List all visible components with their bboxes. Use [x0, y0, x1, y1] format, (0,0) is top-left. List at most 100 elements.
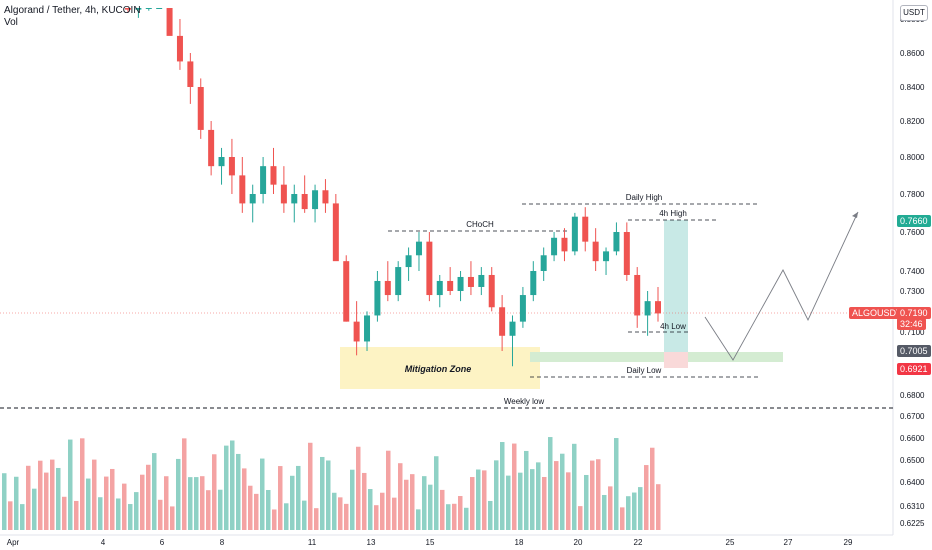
volume-bar	[14, 476, 19, 530]
volume-bar	[422, 476, 427, 530]
volume-bar	[554, 461, 559, 530]
volume-bar	[74, 500, 79, 530]
volume-bar	[392, 497, 397, 530]
candle-body	[582, 216, 589, 242]
volume-bar	[614, 438, 619, 530]
candle-body	[415, 241, 422, 256]
time-tick-label: 6	[160, 538, 165, 547]
price-tick-label: 0.6225	[900, 519, 925, 528]
candle-body	[145, 8, 152, 9]
volume-bar	[92, 459, 97, 530]
volume-bar	[68, 439, 73, 530]
candle-body	[197, 87, 204, 130]
candle-body	[166, 8, 173, 36]
last-price-tag: 0.7190	[897, 307, 931, 319]
volume-bar	[380, 492, 385, 530]
volume-bar	[50, 459, 55, 530]
projection-path	[704, 211, 859, 361]
candle-body	[592, 241, 599, 262]
volume-bar	[464, 507, 469, 530]
price-tick-label: 0.7800	[900, 190, 925, 199]
volume-bar	[26, 465, 31, 530]
volume-bar	[482, 470, 487, 530]
candle-body	[603, 251, 610, 262]
time-axis: Apr 4 6 8 11 13 15 18 20 22 25 27 29	[7, 538, 853, 547]
volume-bar	[332, 492, 337, 530]
take-profit-box	[664, 220, 688, 352]
time-tick-label: 8	[220, 538, 225, 547]
candle-body	[135, 8, 142, 10]
volume-bar	[248, 485, 253, 530]
volume-bar	[326, 460, 331, 530]
volume-bar	[38, 460, 43, 530]
volume-bar	[596, 459, 601, 530]
price-tick-label: 0.6700	[900, 412, 925, 421]
volume-bar	[296, 465, 301, 530]
volume-bar	[158, 499, 163, 530]
currency-button[interactable]: USDT	[900, 5, 928, 21]
volume-bar	[314, 508, 319, 530]
chart-title: Algorand / Tether, 4h, KUCOIN	[4, 5, 141, 16]
volume-bar	[110, 468, 115, 530]
volume-bar	[32, 488, 37, 530]
volume-bar	[164, 476, 169, 530]
volume-bar	[176, 458, 181, 530]
price-tick-label: 0.8000	[900, 153, 925, 162]
time-tick-label: 15	[426, 538, 435, 547]
price-tick-label: 0.6500	[900, 456, 925, 465]
volume-bar	[218, 489, 223, 530]
volume-bar	[542, 476, 547, 530]
volume-bar	[602, 494, 607, 530]
4h-low-label: 4h Low	[660, 322, 686, 331]
time-tick-label: 11	[308, 538, 317, 547]
time-tick-label: 4	[101, 538, 106, 547]
volume-bar	[566, 472, 571, 530]
volume-bar	[182, 438, 187, 530]
volume-bar	[536, 462, 541, 530]
volume-bar	[470, 477, 475, 530]
4h-high-label: 4h High	[659, 209, 687, 218]
candle-body	[343, 261, 350, 322]
candle-body	[405, 255, 412, 268]
candle-body	[623, 232, 630, 275]
volume-bar	[656, 484, 661, 530]
volume-bar	[500, 442, 505, 530]
volume-bar	[170, 506, 175, 530]
stop-price-tag: 0.6921	[897, 363, 931, 375]
volume-bar	[302, 500, 307, 530]
price-tick-label: 0.7100	[900, 328, 925, 337]
volume-bar	[8, 501, 13, 530]
candle-body	[353, 321, 360, 342]
candle-body	[551, 237, 558, 256]
candle-body	[301, 194, 308, 210]
volume-bar	[410, 474, 415, 530]
time-tick-label: 18	[515, 538, 524, 547]
candle-body	[530, 271, 537, 296]
volume-bar	[368, 489, 373, 530]
weekly-low-label: Weekly low	[504, 397, 545, 406]
stop-loss-box	[664, 352, 688, 368]
volume-bar	[212, 454, 217, 530]
volume-bar	[584, 474, 589, 530]
candle-body	[519, 295, 526, 322]
volume-bar	[230, 440, 235, 530]
price-tick-label: 0.8200	[900, 117, 925, 126]
volume-bar	[104, 476, 109, 530]
target-price-tag: 0.7660	[897, 215, 931, 227]
candle-body	[125, 8, 131, 10]
volume-bar	[116, 498, 121, 530]
price-axis: 0.6225 0.6310 0.6400 0.6500 0.6600 0.6700 0.68…	[900, 15, 925, 528]
candle-body	[332, 203, 339, 262]
volume-bar	[290, 475, 295, 530]
volume-bar	[626, 496, 631, 530]
time-tick-label: 25	[726, 538, 735, 547]
candle-body	[374, 280, 381, 316]
volume-bar	[56, 467, 61, 530]
candle-body	[218, 157, 225, 167]
volume-bar	[152, 453, 157, 530]
candle-body	[571, 216, 578, 252]
volume-bar	[434, 456, 439, 530]
candle-body	[509, 321, 516, 336]
price-tick-label: 0.8600	[900, 49, 925, 58]
volume-bar	[524, 450, 529, 530]
